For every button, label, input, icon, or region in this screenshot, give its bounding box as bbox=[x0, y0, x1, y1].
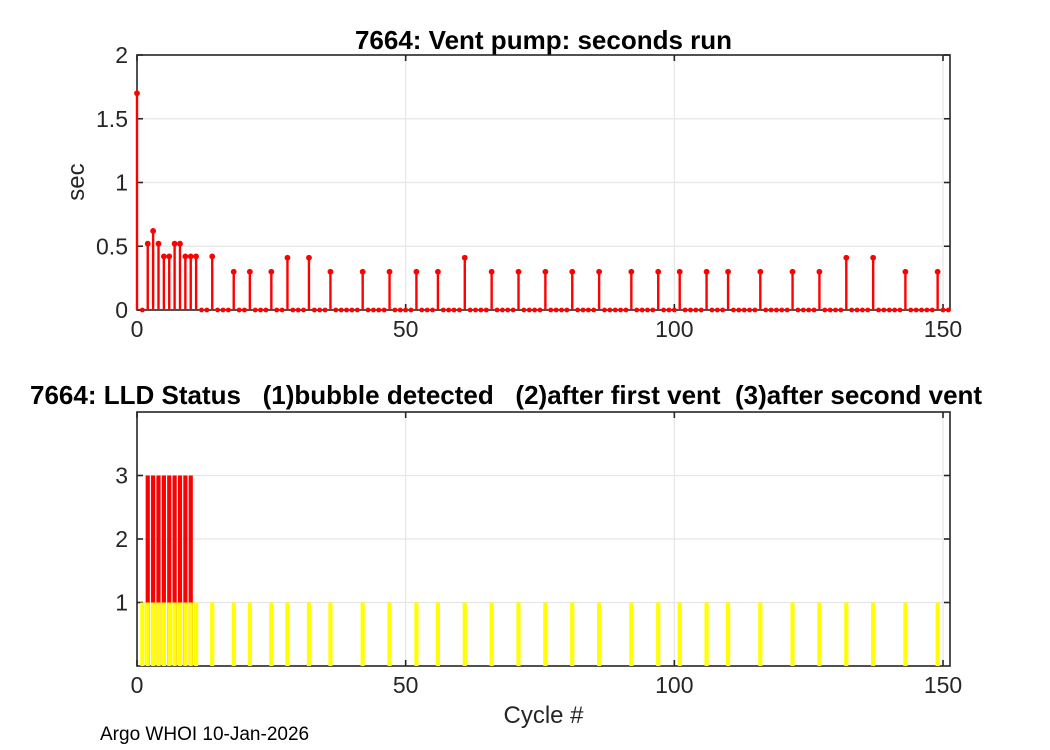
svg-text:0: 0 bbox=[131, 672, 144, 698]
svg-text:0: 0 bbox=[131, 316, 144, 342]
svg-text:2: 2 bbox=[115, 42, 128, 68]
svg-text:1: 1 bbox=[115, 590, 128, 616]
figure-footer: Argo WHOI 10-Jan-2026 bbox=[100, 724, 310, 745]
svg-text:100: 100 bbox=[655, 316, 693, 342]
svg-text:1: 1 bbox=[115, 170, 128, 196]
svg-text:3: 3 bbox=[115, 463, 128, 489]
svg-text:100: 100 bbox=[655, 672, 693, 698]
svg-text:150: 150 bbox=[924, 672, 962, 698]
lld-status-chart-title: 7664: LLD Status (1)bubble detected (2)a… bbox=[30, 380, 983, 410]
svg-text:150: 150 bbox=[924, 316, 962, 342]
vent-pump-chart-title: 7664: Vent pump: seconds run bbox=[354, 25, 733, 55]
svg-text:1.5: 1.5 bbox=[96, 106, 128, 132]
svg-text:0: 0 bbox=[115, 297, 128, 323]
svg-text:50: 50 bbox=[393, 316, 419, 342]
svg-text:2: 2 bbox=[115, 526, 128, 552]
svg-text:50: 50 bbox=[393, 672, 419, 698]
x-axis-label: Cycle # bbox=[503, 702, 584, 729]
svg-text:0.5: 0.5 bbox=[96, 233, 128, 259]
